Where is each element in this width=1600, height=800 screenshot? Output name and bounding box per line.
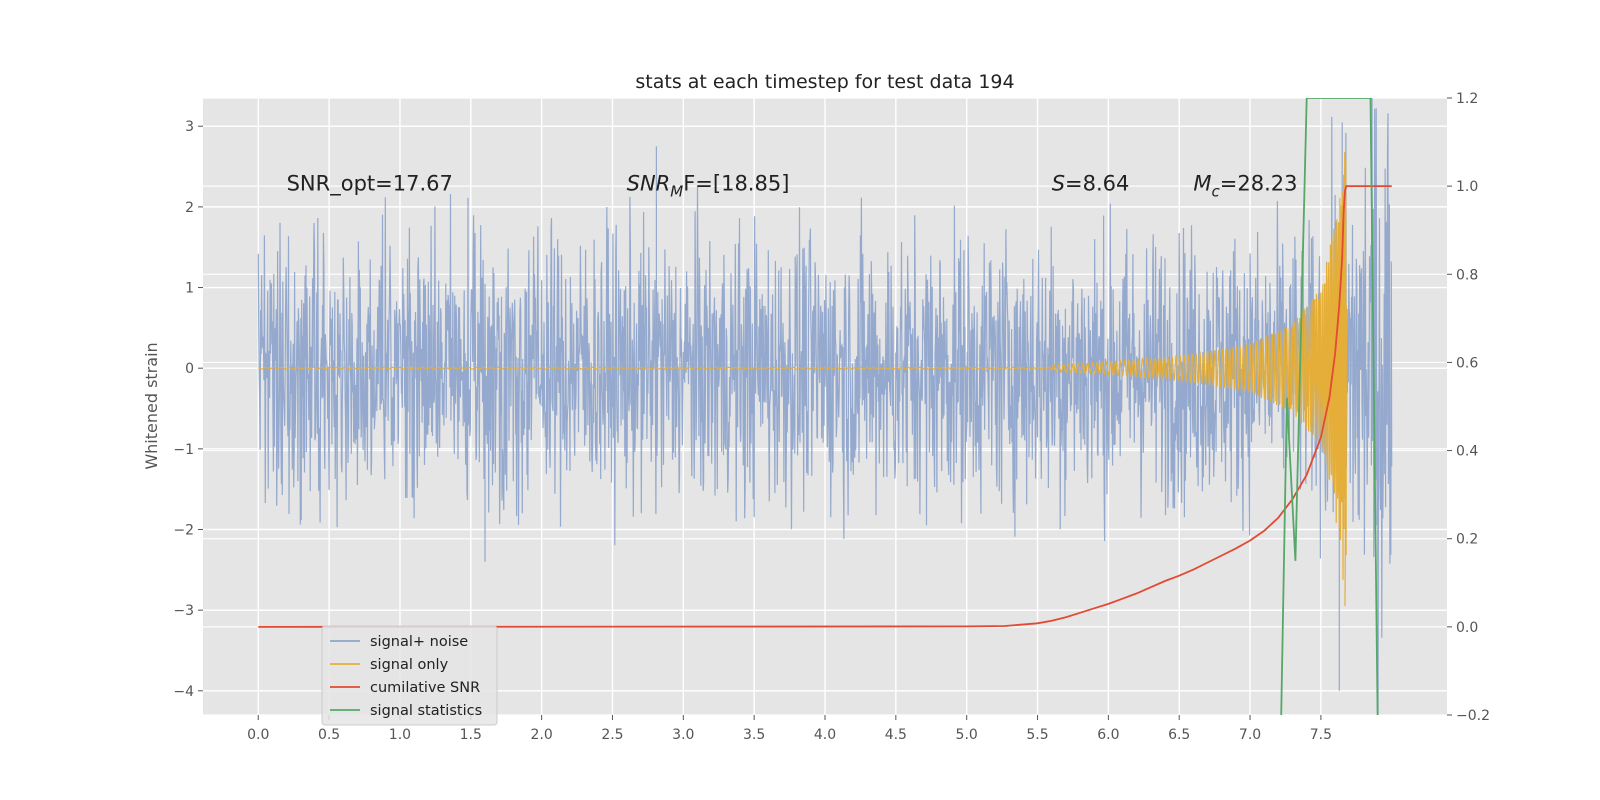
annotation: Mc=28.23 <box>1193 172 1297 201</box>
y2-tick-label: 0.0 <box>1456 620 1478 636</box>
x-tick-label: 5.5 <box>1026 727 1048 743</box>
x-axis-ticks: 0.0 0.5 1.0 1.5 2.0 2.5 3.0 3.5 4.0 4.5 5.0 5.5 6.0 6… <box>247 715 1332 743</box>
annotation: SNR_opt=17.67 <box>287 172 453 197</box>
annotation-main: SNR <box>627 172 671 196</box>
annotations: SNR_opt=17.67 SNRMF=[18.85] S=8.64 Mc=28.23 <box>287 172 1298 201</box>
y-tick-label: 1 <box>185 281 194 297</box>
y2-tick-label: 0.2 <box>1456 532 1478 548</box>
x-tick-label: 7.0 <box>1239 727 1261 743</box>
x-tick-label: 0.5 <box>318 727 340 743</box>
y2-tick-label: −0.2 <box>1456 708 1490 724</box>
series-signal-only <box>258 152 1347 607</box>
y-tick-label: −1 <box>173 442 194 458</box>
series-signal-statistics <box>1280 98 1379 715</box>
y2-tick-label: 1.0 <box>1456 179 1478 195</box>
annotation: SNRMF=[18.85] <box>627 172 790 201</box>
y2-tick-label: 1.2 <box>1456 91 1478 107</box>
x-tick-label: 2.5 <box>601 727 623 743</box>
x-tick-label: 1.5 <box>460 727 482 743</box>
x-tick-label: 0.0 <box>247 727 269 743</box>
y2-tick-label: 0.8 <box>1456 267 1478 283</box>
y-axis-ticks: 3 2 1 0 −1 −2 −3 −4 <box>173 119 203 700</box>
y-tick-label: 0 <box>185 361 194 377</box>
legend-label: cumilative SNR <box>370 680 480 696</box>
annotation-tail: F=[18.85] <box>683 172 789 196</box>
legend-box <box>321 625 498 726</box>
annotation-subscript: M <box>670 183 683 201</box>
annotation-main: SNR_opt=17.67 <box>287 172 453 197</box>
y-tick-label: −3 <box>173 603 194 619</box>
annotation: S=8.64 <box>1052 172 1130 196</box>
annotation-main: M <box>1193 172 1211 196</box>
annotation-subscript: c <box>1212 183 1221 201</box>
y-axis-label: Whitened strain <box>142 342 161 469</box>
y2-axis-ticks: 1.2 1.0 0.8 0.6 0.4 0.2 0.0 −0.2 <box>1447 91 1490 724</box>
legend-label: signal statistics <box>370 703 482 719</box>
series-cumulative-snr <box>258 185 1392 628</box>
y-tick-label: 2 <box>185 200 194 216</box>
y2-tick-label: 0.6 <box>1456 355 1478 371</box>
y-tick-label: −2 <box>173 522 194 538</box>
x-tick-label: 6.5 <box>1168 727 1190 743</box>
x-tick-label: 4.5 <box>885 727 907 743</box>
x-tick-label: 7.5 <box>1310 727 1332 743</box>
legend-label: signal+ noise <box>370 634 468 650</box>
legend-label: signal only <box>370 657 449 673</box>
y-tick-label: −4 <box>173 684 194 700</box>
x-tick-label: 2.0 <box>530 727 552 743</box>
x-tick-label: 1.0 <box>389 727 411 743</box>
legend-items: signal+ noise signal only cumilative SNR si… <box>330 634 482 719</box>
series-layer <box>257 98 1393 715</box>
annotation-tail: =8.64 <box>1065 172 1129 196</box>
annotation-tail: =28.23 <box>1220 172 1298 196</box>
x-tick-label: 4.0 <box>814 727 836 743</box>
x-tick-label: 5.0 <box>956 727 978 743</box>
y2-tick-label: 0.4 <box>1456 444 1478 460</box>
x-tick-label: 6.0 <box>1097 727 1119 743</box>
chart-title: stats at each timestep for test data 194 <box>635 71 1014 93</box>
legend: signal+ noise signal only cumilative SNR si… <box>321 625 498 726</box>
x-tick-label: 3.5 <box>743 727 765 743</box>
x-tick-label: 3.0 <box>672 727 694 743</box>
annotation-main: S <box>1052 172 1065 196</box>
y-tick-label: 3 <box>185 119 194 135</box>
